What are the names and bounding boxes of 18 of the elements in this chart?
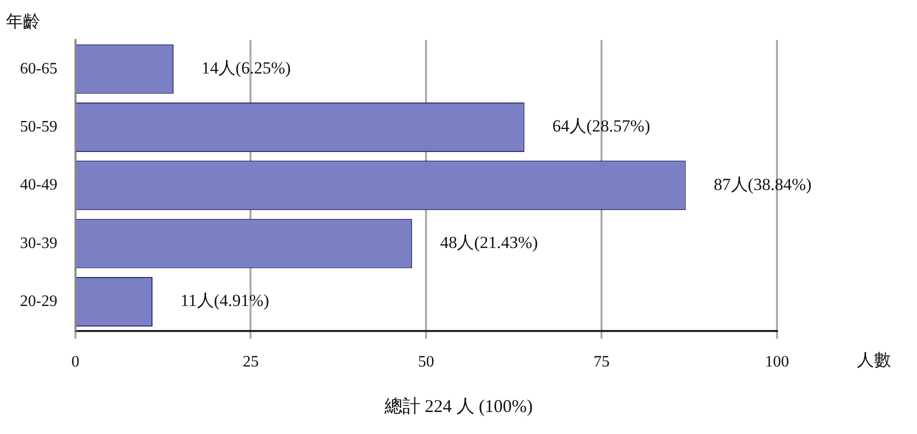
x-tick-label: 75 [594, 354, 610, 371]
y-tick-label: 30-39 [20, 234, 58, 252]
x-tick-label: 0 [71, 354, 80, 371]
y-tick-label: 20-29 [20, 292, 58, 310]
text: 總計 224 人 (100%) [383, 395, 534, 418]
y-axis-title: 年齡 [6, 12, 40, 31]
y-tick-label: 40-49 [20, 176, 58, 194]
data-label: 11人(4.91%) [180, 291, 270, 310]
x-axis-title: 人數 [857, 350, 891, 370]
x-tick-label: 100 [765, 354, 789, 371]
data-label: 14人(6.25%) [202, 58, 291, 78]
y-tick-label: 50-59 [20, 118, 58, 136]
x-tick-label: 25 [242, 354, 259, 371]
x-tick-label: 50 [418, 354, 434, 371]
data-label: 64人(28.57%) [552, 116, 650, 136]
data-label: 87人(38.84%) [714, 174, 812, 194]
data-label: 48人(21.43%) [440, 233, 538, 252]
y-tick-label: 60-65 [20, 60, 58, 78]
